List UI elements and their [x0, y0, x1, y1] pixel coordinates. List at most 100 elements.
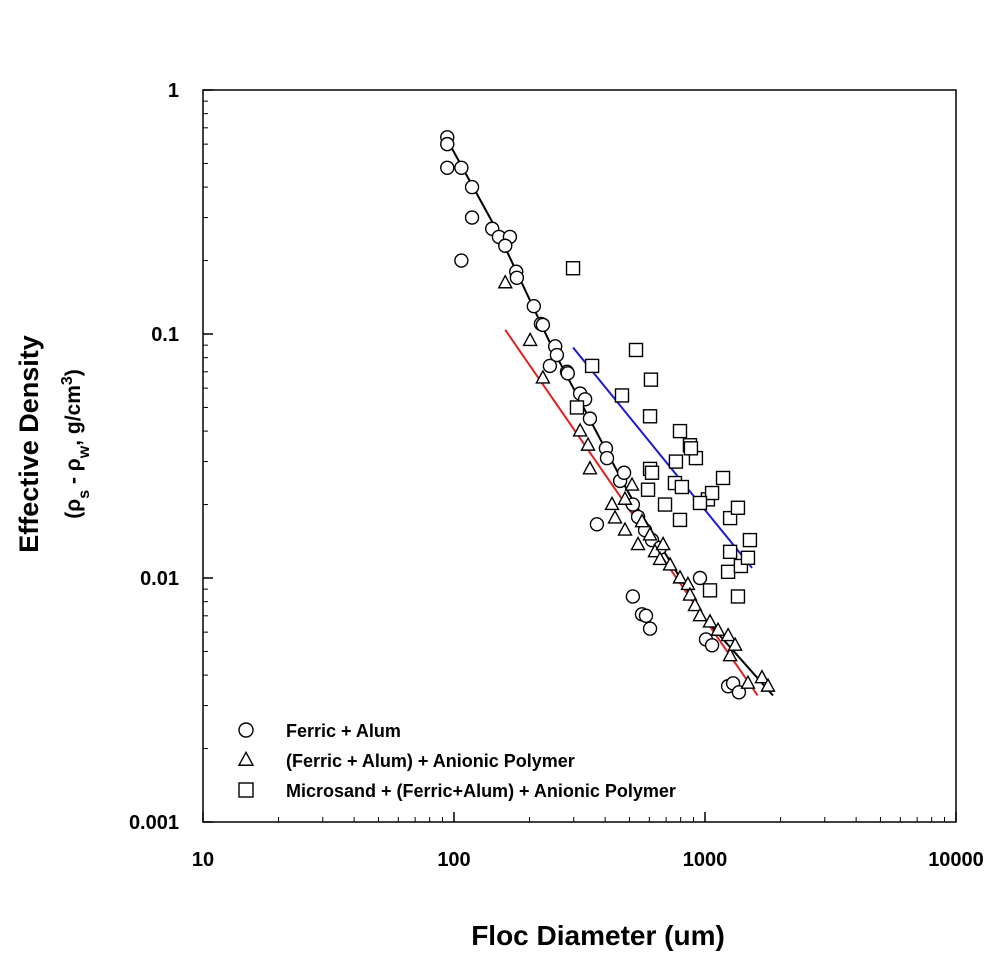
point [720, 627, 736, 642]
point [642, 409, 658, 424]
y-tick-label: 1 [168, 80, 179, 102]
point [668, 454, 684, 469]
point [617, 521, 633, 536]
point [647, 543, 663, 558]
point [634, 513, 650, 528]
point [542, 358, 558, 374]
point [687, 597, 703, 612]
point [624, 476, 640, 491]
y-units-part: - ρ [62, 458, 85, 490]
point [704, 638, 720, 653]
y-units-part: , g/cm [62, 385, 85, 446]
point [674, 479, 690, 495]
point [565, 261, 581, 276]
point [692, 495, 708, 511]
point [692, 607, 708, 622]
point [464, 179, 480, 195]
point [662, 556, 678, 571]
y-axis-units: (ρs - ρw, g/cm3) [59, 369, 93, 519]
y-units-part: (ρ [62, 499, 85, 519]
point [730, 589, 746, 604]
point [683, 441, 699, 456]
point [638, 608, 654, 623]
point [580, 436, 596, 451]
point [497, 274, 513, 289]
point [604, 495, 620, 511]
point [572, 422, 588, 437]
x-tick-label: 10 [192, 849, 214, 871]
point [680, 575, 696, 591]
point [625, 589, 641, 604]
point [652, 550, 668, 566]
y-units-part: 3 [59, 376, 76, 385]
x-tick-label: 100 [437, 849, 470, 871]
y-units-part: w [76, 445, 93, 459]
point [740, 550, 756, 566]
point [535, 369, 551, 384]
point [643, 372, 659, 387]
point [535, 317, 551, 333]
point [742, 532, 758, 548]
point [731, 685, 747, 700]
point [730, 500, 746, 515]
point [644, 465, 660, 480]
legend-marker [238, 782, 254, 798]
point [628, 342, 644, 358]
plot-frame [202, 89, 957, 823]
y-tick-label: 0.001 [129, 812, 179, 834]
point [702, 583, 718, 598]
point [526, 298, 542, 314]
x-tick-label: 1000 [683, 849, 728, 871]
y-axis-label: Effective Density [14, 335, 44, 553]
point [657, 497, 673, 512]
point [722, 647, 738, 662]
point [440, 160, 455, 175]
y-tick-label: 0.01 [140, 568, 179, 590]
point [630, 536, 646, 551]
x-tick-label: 10000 [928, 849, 984, 871]
point [704, 485, 720, 501]
y-tick-label: 0.1 [151, 324, 179, 346]
point [454, 253, 469, 268]
legend-marker [237, 750, 255, 766]
point [582, 411, 598, 426]
point [710, 621, 726, 636]
point [682, 586, 698, 601]
x-axis-label: Floc Diameter (um) [471, 920, 725, 951]
point [599, 450, 615, 466]
point [440, 136, 455, 152]
point [560, 366, 575, 381]
point [522, 331, 538, 347]
point [760, 677, 776, 692]
point [642, 526, 658, 541]
point [509, 270, 525, 285]
point [754, 669, 770, 684]
point [692, 570, 708, 586]
point [740, 674, 756, 689]
legend-label: Microsand + (Ferric+Alum) + Anionic Poly… [286, 781, 676, 801]
point [642, 621, 658, 636]
point [672, 423, 688, 439]
point [616, 465, 632, 480]
fit-line [504, 329, 759, 697]
point [655, 536, 671, 551]
point [582, 460, 598, 475]
legend-label: Ferric + Alum [286, 721, 401, 741]
point [715, 470, 731, 486]
point [720, 564, 736, 580]
point [617, 490, 633, 505]
point [549, 347, 565, 363]
point [727, 636, 743, 651]
y-units-part: ) [62, 369, 85, 376]
point [498, 238, 513, 253]
fit-line [444, 135, 774, 697]
point [589, 517, 605, 532]
legend-marker [238, 722, 254, 738]
point [454, 160, 469, 175]
fit-line [572, 346, 753, 569]
point [722, 544, 738, 560]
point [584, 358, 600, 374]
point [614, 388, 630, 403]
point [640, 482, 656, 497]
point [464, 210, 480, 225]
